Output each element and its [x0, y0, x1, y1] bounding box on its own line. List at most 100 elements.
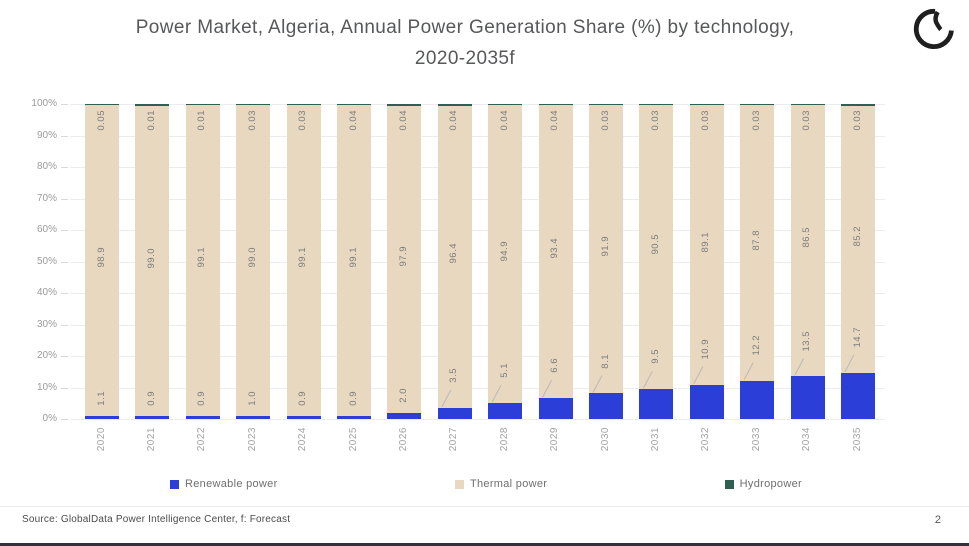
thermal-power-segment — [841, 104, 875, 373]
gridline — [70, 387, 885, 389]
hydropower-segment — [841, 104, 875, 106]
thermal-power-value-label: 91.9 — [599, 235, 611, 257]
y-axis-label: 20% — [36, 350, 57, 361]
hydropower-segment — [286, 103, 321, 106]
chart-title-line2: 2020-2035f — [414, 48, 516, 69]
thermal-power-segment — [337, 103, 371, 417]
gridline — [70, 419, 885, 420]
renewable-power-segment — [689, 384, 724, 419]
renewable-power-value-label: 10.9 — [700, 339, 712, 360]
x-axis-label: 2028 — [498, 427, 510, 452]
thermal-power-segment — [538, 103, 573, 399]
x-axis-label: 2021 — [145, 427, 157, 452]
renewable-power-segment — [337, 416, 371, 419]
legend-label-hydropower: Hydropower — [739, 478, 802, 490]
hydropower-value-label: 0.03 — [297, 110, 309, 131]
y-axis-tick — [61, 293, 68, 294]
x-axis-label: 2024 — [297, 427, 309, 452]
y-axis-tick — [61, 198, 68, 200]
thermal-power-segment — [488, 103, 523, 403]
y-axis-label: 10% — [36, 381, 57, 393]
thermal-power-value-label: 97.9 — [397, 245, 409, 267]
renewable-power-segment — [740, 380, 775, 419]
legend-item-thermal-power: Thermal power — [454, 478, 547, 490]
thermal-power-value-label: 87.8 — [750, 229, 762, 251]
y-axis-label: 100% — [31, 98, 57, 109]
thermal-power-value-label: 90.5 — [649, 233, 661, 255]
gridline — [70, 198, 885, 200]
x-axis-label: 2020 — [95, 427, 107, 452]
hydropower-value-label: 0.03 — [801, 110, 813, 131]
legend-marker-hydropower — [724, 479, 734, 489]
hydropower-segment — [185, 103, 220, 106]
x-axis-label: 2035 — [851, 427, 863, 452]
y-axis-tick — [61, 104, 68, 105]
x-axis-label: 2029 — [549, 427, 561, 452]
renewable-power-segment — [790, 376, 825, 419]
hydropower-value-label: 0.04 — [448, 110, 460, 131]
hydropower-value-label: 0.05 — [95, 110, 107, 131]
thermal-power-value-label: 99.0 — [145, 247, 157, 269]
y-axis-tick — [61, 261, 68, 263]
renewable-power-value-label: 14.7 — [851, 327, 863, 348]
y-axis-label: 50% — [36, 255, 57, 267]
hydropower-value-label: 0.03 — [599, 110, 611, 131]
x-axis-label: 2034 — [801, 427, 813, 452]
thermal-power-value-label: 99.1 — [196, 247, 208, 268]
renewable-power-value-label: 8.1 — [599, 353, 611, 369]
page-number: 2 — [934, 514, 941, 526]
renewable-power-value-label: 1.1 — [95, 390, 107, 406]
y-axis-tick — [61, 135, 68, 137]
legend-item-hydropower: Hydropower — [724, 478, 802, 490]
chart-title: Power Market, Algeria, Annual Power Gene… — [25, 12, 905, 74]
hydropower-value-label: 0.03 — [700, 110, 712, 131]
renewable-power-value-label: 1.0 — [246, 391, 258, 406]
thermal-power-value-label: 85.2 — [851, 225, 863, 247]
thermal-power-value-label: 98.9 — [95, 246, 107, 268]
chart-legend: Renewable power Thermal power Hydropower — [170, 478, 802, 490]
x-axis-label: 2032 — [700, 427, 712, 452]
hydropower-segment — [689, 103, 724, 106]
hydropower-value-label: 0.03 — [246, 110, 258, 131]
hydropower-value-label: 0.01 — [145, 110, 157, 131]
thermal-power-segment — [135, 104, 170, 417]
gridline — [70, 293, 885, 294]
hydropower-value-label: 0.04 — [397, 110, 409, 131]
x-axis-label: 2033 — [750, 427, 762, 452]
hydropower-value-label: 0.04 — [498, 110, 510, 131]
renewable-power-segment — [387, 412, 422, 419]
y-axis-tick — [61, 387, 68, 389]
hydropower-segment — [387, 104, 422, 106]
x-axis-label: 2022 — [196, 427, 208, 452]
gridline — [70, 324, 885, 326]
y-axis-label: 60% — [36, 224, 57, 235]
thermal-power-value-label: 99.1 — [297, 247, 309, 268]
thermal-power-segment — [790, 103, 825, 377]
thermal-power-value-label: 89.1 — [700, 231, 712, 253]
y-axis-label: 40% — [36, 287, 57, 298]
x-axis-label: 2031 — [649, 427, 661, 452]
hydropower-value-label: 0.04 — [549, 110, 561, 131]
hydropower-segment — [337, 103, 371, 106]
hydropower-segment — [639, 103, 674, 106]
renewable-power-segment — [488, 402, 523, 419]
thermal-power-value-label: 94.9 — [498, 240, 510, 262]
gridline — [70, 167, 885, 168]
y-axis-label: 70% — [36, 192, 57, 204]
thermal-power-segment — [740, 103, 775, 381]
hydropower-segment — [488, 103, 523, 106]
y-axis-label: 90% — [36, 129, 57, 141]
thermal-power-segment — [437, 104, 472, 408]
hydropower-segment — [135, 104, 170, 106]
renewable-power-value-label: 0.9 — [145, 391, 157, 407]
renewable-power-segment — [841, 372, 875, 419]
chart-title-line1: Power Market, Algeria, Annual Power Gene… — [135, 17, 795, 38]
footer-divider — [0, 506, 969, 507]
hydropower-value-label: 0.04 — [347, 110, 359, 131]
hydropower-segment — [538, 103, 573, 106]
thermal-power-value-label: 96.4 — [448, 243, 460, 264]
gridline — [70, 104, 885, 105]
hydropower-value-label: 0.03 — [750, 110, 762, 131]
gridline — [70, 261, 885, 263]
thermal-power-segment — [286, 103, 321, 417]
